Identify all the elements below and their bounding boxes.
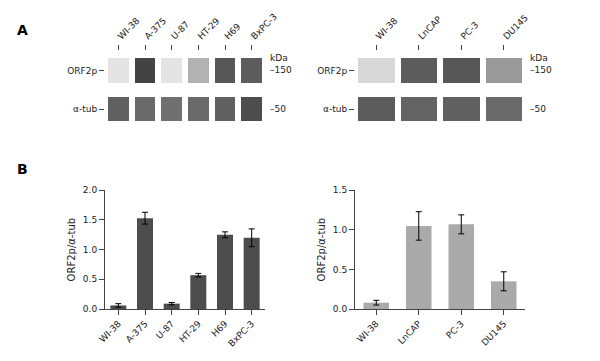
svg-text:BxPC-3: BxPC-3 [249, 12, 279, 42]
svg-text:PC-3: PC-3 [444, 319, 466, 341]
svg-text:ORF2p/α-tub: ORF2p/α-tub [66, 218, 77, 281]
svg-text:–150: –150 [530, 65, 552, 75]
svg-text:0.0: 0.0 [83, 304, 98, 314]
svg-text:U-87: U-87 [169, 19, 191, 41]
svg-text:kDa: kDa [270, 53, 288, 63]
svg-text:A-375: A-375 [124, 319, 150, 345]
svg-text:0.5: 0.5 [83, 274, 97, 284]
svg-text:α-tub: α-tub [323, 104, 347, 114]
svg-text:DU145: DU145 [501, 13, 530, 42]
svg-text:–150: –150 [270, 65, 292, 75]
svg-text:1.0: 1.0 [83, 245, 98, 255]
svg-text:WI-38: WI-38 [97, 319, 123, 345]
svg-text:WI-38: WI-38 [374, 16, 400, 42]
svg-text:ORF2p: ORF2p [67, 66, 97, 76]
svg-text:1.5: 1.5 [83, 215, 97, 225]
svg-text:LnCAP: LnCAP [396, 318, 424, 346]
svg-text:1.5: 1.5 [333, 185, 347, 195]
svg-text:PC-3: PC-3 [459, 20, 481, 42]
svg-text:WI-38: WI-38 [116, 16, 142, 42]
svg-text:kDa: kDa [530, 53, 548, 63]
svg-text:B: B [17, 161, 28, 177]
svg-text:DU145: DU145 [480, 319, 509, 348]
svg-text:–50: –50 [270, 104, 286, 114]
svg-text:–50: –50 [530, 104, 546, 114]
svg-text:0.0: 0.0 [333, 304, 348, 314]
svg-text:WI-38: WI-38 [355, 319, 381, 345]
svg-text:BxPC-3: BxPC-3 [226, 319, 256, 349]
svg-text:2.0: 2.0 [83, 185, 98, 195]
svg-text:α-tub: α-tub [73, 104, 97, 114]
svg-text:H69: H69 [210, 319, 230, 339]
svg-text:HT-29: HT-29 [177, 319, 203, 345]
svg-text:ORF2p: ORF2p [317, 66, 347, 76]
svg-text:H69: H69 [223, 21, 243, 41]
svg-text:U-87: U-87 [154, 319, 176, 341]
svg-text:0.5: 0.5 [333, 265, 347, 275]
svg-text:A: A [17, 22, 28, 38]
svg-text:LnCAP: LnCAP [416, 14, 444, 42]
svg-text:1.0: 1.0 [333, 225, 348, 235]
svg-text:HT-29: HT-29 [196, 16, 222, 42]
svg-text:ORF2p/α-tub: ORF2p/α-tub [316, 218, 327, 281]
svg-text:A-375: A-375 [143, 16, 169, 42]
